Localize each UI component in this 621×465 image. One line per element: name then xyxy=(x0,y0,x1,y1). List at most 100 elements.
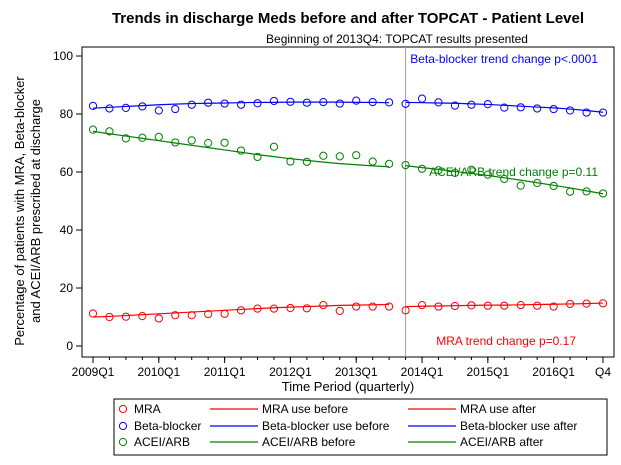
mra-point xyxy=(171,311,180,320)
y-tick-label: 40 xyxy=(60,223,74,237)
mra-point xyxy=(516,301,525,310)
y-tick-label: 80 xyxy=(60,107,74,121)
acei-arb-point xyxy=(138,133,147,142)
acei-arb-point xyxy=(467,165,476,174)
mra-point xyxy=(105,312,114,322)
mra-point xyxy=(220,309,229,318)
beta-blocker-point xyxy=(483,100,492,109)
mra-point xyxy=(565,299,575,309)
plot-area: 0 20 40 60 80 100 2009Q1 2010Q1 2011Q1 2012Q1 2013… xyxy=(53,47,611,379)
legend-label: Beta-blocker xyxy=(134,419,201,433)
legend-marker xyxy=(118,421,128,431)
acei-arb-point xyxy=(417,164,427,173)
acei-arb-point xyxy=(253,152,262,162)
mra-point xyxy=(549,302,558,311)
x-tick-label: 2015Q1 xyxy=(466,365,509,379)
acei-arb-point xyxy=(171,138,180,147)
beta-blocker-point xyxy=(385,98,394,107)
acei-arb-point xyxy=(121,134,131,143)
legend-label: MRA use after xyxy=(460,402,536,416)
mra-trend-after-line xyxy=(405,302,604,308)
y-tick-label: 20 xyxy=(60,281,74,295)
x-tick-label: 2014Q1 xyxy=(401,365,444,379)
acei-arb-point xyxy=(368,157,377,166)
beta-blocker-point xyxy=(401,99,410,108)
mra-point xyxy=(434,302,443,311)
beta-blocker-point xyxy=(138,102,147,111)
mra-point xyxy=(598,299,608,308)
y-tick-label: 60 xyxy=(60,165,74,179)
acei-arb-point xyxy=(500,174,509,184)
acei-arb-point xyxy=(401,160,410,170)
acei-arb-point xyxy=(88,125,98,134)
chart-title: Trends in discharge Meds before and afte… xyxy=(112,10,584,27)
trend-annotation: MRA trend change p=0.17 xyxy=(436,334,576,348)
legend-marker xyxy=(118,437,128,447)
beta-blocker-point xyxy=(467,100,476,109)
beta-blocker-point xyxy=(319,98,328,107)
beta-blocker-point xyxy=(105,104,114,113)
acei-arb-point xyxy=(565,187,575,196)
y-axis-title: Percentage of patients with MRA, Beta-bl… xyxy=(12,76,43,346)
legend-label: ACEI/ARB after xyxy=(460,435,543,449)
beta-blocker-point xyxy=(533,104,542,113)
mra-point xyxy=(533,301,542,310)
mra-point xyxy=(467,301,476,310)
legend: MRA MRA use before MRA use after Beta-block… xyxy=(113,398,608,456)
mra-point xyxy=(88,309,98,318)
mra-point xyxy=(204,310,213,319)
beta-blocker-point xyxy=(450,101,460,110)
beta-blocker-point xyxy=(549,104,558,114)
beta-blocker-trend-after-line xyxy=(405,101,604,113)
beta-blocker-point xyxy=(220,99,229,108)
acei-arb-point xyxy=(533,178,542,188)
x-axis-title: Time Period (quarterly) xyxy=(282,379,414,394)
beta-blocker-point xyxy=(171,104,180,114)
beta-blocker-point xyxy=(154,106,163,115)
legend-frame xyxy=(113,398,608,456)
y-tick-label: 100 xyxy=(53,49,73,63)
mra-point xyxy=(236,306,246,315)
mra-point xyxy=(352,302,361,311)
beta-blocker-trend-before-line xyxy=(92,101,390,109)
x-tick-label: Q4 xyxy=(595,365,611,379)
acei-arb-point xyxy=(352,151,361,160)
beta-blocker-point xyxy=(335,99,344,108)
mra-trend-before-line xyxy=(92,303,390,318)
legend-label: ACEI/ARB xyxy=(134,435,190,449)
beta-blocker-point xyxy=(88,101,98,110)
x-tick-label: 2010Q1 xyxy=(137,365,180,379)
beta-blocker-point xyxy=(582,108,591,117)
beta-blocker-point xyxy=(598,108,608,117)
beta-blocker-point xyxy=(253,99,262,108)
acei-arb-point xyxy=(450,168,460,177)
beta-blocker-point xyxy=(417,94,427,103)
acei-arb-point xyxy=(335,152,344,161)
legend-label: ACEI/ARB before xyxy=(262,435,356,449)
mra-point xyxy=(302,304,311,313)
acei-arb-point xyxy=(269,142,279,151)
beta-blocker-point xyxy=(286,97,295,106)
y-axis-title-line-2: and ACEI/ARB prescribed at discharge xyxy=(28,99,43,323)
x-tick-label: 2016Q1 xyxy=(532,365,575,379)
x-tick-label: 2011Q1 xyxy=(204,365,246,379)
acei-arb-point xyxy=(385,159,394,168)
beta-blocker-point xyxy=(352,96,361,105)
acei-arb-point xyxy=(598,189,608,198)
mra-point xyxy=(385,302,394,311)
beta-blocker-point xyxy=(500,103,509,112)
beta-blocker-point xyxy=(516,103,525,112)
beta-blocker-point xyxy=(187,100,196,109)
x-tick-label: 2013Q1 xyxy=(335,365,378,379)
mra-point xyxy=(401,306,410,315)
beta-blocker-point xyxy=(236,100,246,109)
acei-arb-point xyxy=(549,181,558,191)
mra-point xyxy=(286,303,295,313)
y-axis-title-line-1: Percentage of patients with MRA, Beta-bl… xyxy=(12,76,27,346)
legend-marker xyxy=(118,404,128,414)
mra-point xyxy=(417,301,427,310)
mra-point xyxy=(319,301,328,310)
acei-arb-point xyxy=(582,187,591,196)
mra-point xyxy=(138,312,147,321)
